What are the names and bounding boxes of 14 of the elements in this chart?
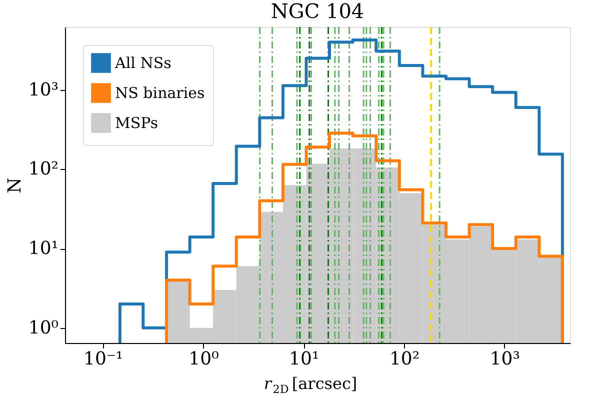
chart-title: NGC 104 <box>270 0 364 23</box>
x-tick-label: 10³ <box>490 348 520 370</box>
legend-label: MSPs <box>115 114 158 132</box>
y-tick-label: 10¹ <box>28 238 58 260</box>
x-tick-label: 10⁻¹ <box>84 348 124 370</box>
legend-label: NS binaries <box>115 84 205 102</box>
y-tick-label: 10³ <box>28 79 58 100</box>
x-tick-label: 10¹ <box>289 348 320 370</box>
legend-label: All NSs <box>114 54 172 72</box>
x-tick-label: 10² <box>389 348 420 370</box>
y-tick-label: 10² <box>28 158 58 180</box>
y-tick-label: 10⁰ <box>28 317 58 338</box>
y-axis-title: N <box>4 178 26 194</box>
x-tick-label: 10⁰ <box>188 348 219 370</box>
